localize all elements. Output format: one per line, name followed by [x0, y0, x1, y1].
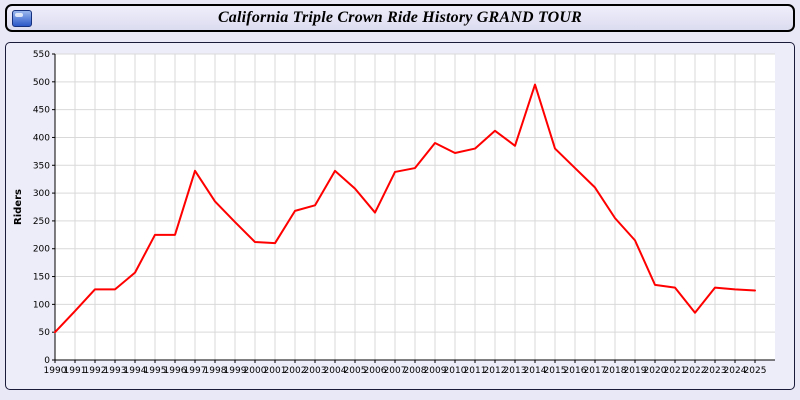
- y-tick-label: 400: [33, 133, 50, 143]
- page-title: California Triple Crown Ride History GRA…: [217, 9, 583, 26]
- x-tick-label: 1990: [44, 366, 67, 376]
- x-tick-label: 2001: [264, 366, 287, 376]
- x-tick-label: 2015: [544, 366, 567, 376]
- x-tick-label: 2000: [244, 366, 267, 376]
- x-tick-label: 1997: [184, 366, 207, 376]
- x-tick-label: 2025: [744, 366, 767, 376]
- x-tick-label: 2005: [344, 366, 367, 376]
- y-tick-label: 550: [33, 50, 50, 60]
- y-tick-label: 100: [33, 300, 50, 310]
- x-tick-label: 1991: [64, 366, 87, 376]
- y-tick-label: 200: [33, 245, 50, 255]
- y-tick-label: 250: [33, 217, 50, 227]
- x-tick-label: 2023: [704, 366, 727, 376]
- y-tick-label: 450: [33, 106, 50, 116]
- x-tick-label: 2016: [564, 366, 587, 376]
- chart-panel: 0 50 100 150 200 250 300 350 400 450 500 550 1990 199…: [5, 42, 795, 390]
- x-tick-label: 2020: [644, 366, 667, 376]
- x-tick-label: 2003: [304, 366, 327, 376]
- x-tick-label: 1999: [224, 366, 247, 376]
- x-tick-label: 1993: [104, 366, 127, 376]
- y-tick-label: 0: [44, 356, 50, 366]
- y-tick-label: 150: [33, 273, 50, 283]
- x-tick-label: 2006: [364, 366, 387, 376]
- x-tick-label: 2012: [484, 366, 507, 376]
- x-tick-label: 2002: [284, 366, 307, 376]
- x-tick-label: 2013: [504, 366, 527, 376]
- x-tick-label: 1994: [124, 366, 147, 376]
- x-tick-label: 2017: [584, 366, 607, 376]
- y-tick-label: 500: [33, 78, 50, 88]
- riders-series-line: [54, 83, 756, 334]
- x-tick-label: 2019: [624, 366, 647, 376]
- y-tick-label: 300: [33, 189, 50, 199]
- x-tick-label: 2010: [444, 366, 467, 376]
- x-tick-label: 2009: [424, 366, 447, 376]
- app-icon: [12, 10, 32, 27]
- x-tick-label: 1998: [204, 366, 227, 376]
- x-tick-label: 2018: [604, 366, 627, 376]
- x-tick-label: 1996: [164, 366, 187, 376]
- title-bar: California Triple Crown Ride History GRA…: [5, 4, 795, 32]
- y-tick-label: 350: [33, 161, 50, 171]
- y-tick-label: 50: [39, 328, 51, 338]
- x-tick-label: 2022: [684, 366, 707, 376]
- x-tick-label: 2008: [404, 366, 427, 376]
- x-tick-label: 2007: [384, 366, 407, 376]
- x-tick-label: 2024: [724, 366, 747, 376]
- ride-history-chart: 0501001502002503003504004505005501990199…: [13, 50, 775, 376]
- x-tick-label: 1992: [84, 366, 107, 376]
- y-axis-label: Riders: [13, 189, 24, 225]
- x-tick-label: 2021: [664, 366, 687, 376]
- x-tick-label: 2014: [524, 366, 547, 376]
- x-tick-label: 2004: [324, 366, 347, 376]
- x-tick-label: 1995: [144, 366, 167, 376]
- x-tick-label: 2011: [464, 366, 487, 376]
